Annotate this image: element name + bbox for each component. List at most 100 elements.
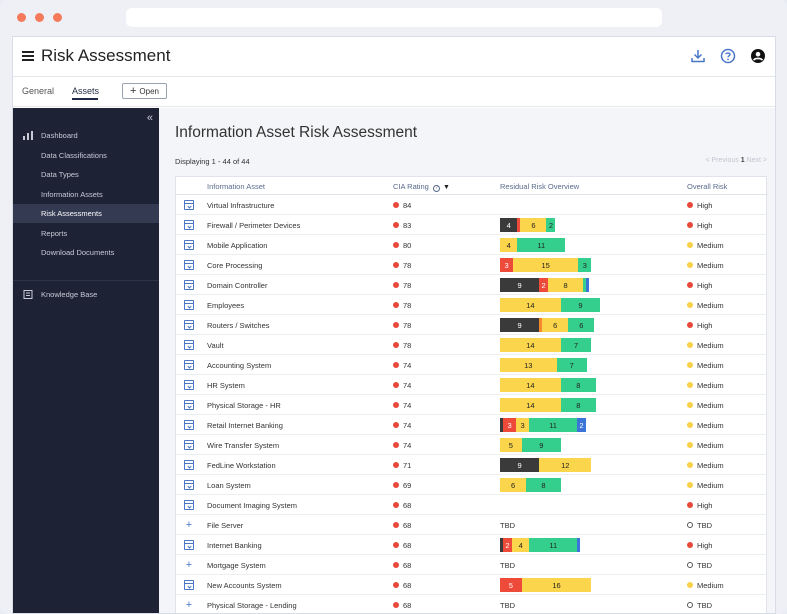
maximize-dot[interactable]	[53, 13, 62, 22]
column-residual-risk-overview[interactable]: Residual Risk Overview	[500, 182, 580, 191]
table-row[interactable]: + File Server 68 TBD TBD	[176, 515, 768, 535]
table-row[interactable]: Loan System 69 6 8 Medium	[176, 475, 768, 495]
asset-name[interactable]: HR System	[207, 381, 245, 390]
sidebar-item-data-classifications[interactable]: Data Classifications	[41, 151, 107, 160]
asset-name[interactable]: New Accounts System	[207, 581, 282, 590]
table-row[interactable]: Vault 78 14 7 Medium	[176, 335, 768, 355]
add-assessment-icon[interactable]: +	[185, 599, 193, 611]
sidebar-item-data-types[interactable]: Data Types	[41, 170, 79, 179]
asset-name[interactable]: Vault	[207, 341, 224, 350]
asset-name[interactable]: Firewall / Perimeter Devices	[207, 221, 301, 230]
assessment-icon[interactable]	[184, 540, 194, 550]
minimize-dot[interactable]	[35, 13, 44, 22]
address-bar[interactable]	[126, 8, 662, 27]
next-link[interactable]: Next >	[746, 157, 767, 164]
table-row[interactable]: Virtual Infrastructure 84 High	[176, 195, 768, 215]
table-row[interactable]: HR System 74 14 8 Medium	[176, 375, 768, 395]
assessment-icon[interactable]	[184, 240, 194, 250]
tab-assets[interactable]: Assets	[72, 86, 100, 96]
overall-risk-value: Medium	[697, 341, 724, 350]
assessment-icon[interactable]	[184, 400, 194, 410]
assessment-icon[interactable]	[184, 280, 194, 290]
assessment-icon[interactable]	[184, 220, 194, 230]
table-row[interactable]: New Accounts System 68 5 16 Medium	[176, 575, 768, 595]
asset-name[interactable]: Virtual Infrastructure	[207, 201, 275, 210]
account-icon[interactable]	[749, 47, 767, 65]
table-row[interactable]: + Physical Storage - Lending 68 TBD TBD	[176, 595, 768, 613]
assessment-icon[interactable]	[184, 460, 194, 470]
asset-name[interactable]: Document Imaging System	[207, 501, 298, 510]
assessment-icon[interactable]	[184, 340, 194, 350]
asset-name[interactable]: FedLine Workstation	[207, 461, 276, 470]
asset-name[interactable]: Physical Storage - HR	[207, 401, 281, 410]
asset-name[interactable]: Core Processing	[207, 261, 263, 270]
asset-name[interactable]: Routers / Switches	[207, 321, 270, 330]
add-assessment-icon[interactable]: +	[185, 519, 193, 531]
assessment-icon[interactable]	[184, 200, 194, 210]
add-assessment-icon[interactable]: +	[185, 559, 193, 571]
risk-segment-dark	[500, 538, 503, 552]
double-chevron-left-icon[interactable]: «	[146, 112, 153, 124]
asset-name[interactable]: Wire Transfer System	[207, 441, 280, 450]
sidebar-item-dashboard[interactable]: Dashboard	[13, 126, 159, 145]
asset-name[interactable]: Domain Controller	[207, 281, 268, 290]
assessment-icon[interactable]	[184, 380, 194, 390]
table-row[interactable]: FedLine Workstation 71 9 12 Medium	[176, 455, 768, 475]
column-information-asset[interactable]: Information Asset	[207, 182, 265, 191]
asset-name[interactable]: Mobile Application	[207, 241, 268, 250]
tab-general[interactable]: General	[22, 86, 55, 96]
assessment-icon[interactable]	[184, 320, 194, 330]
open-button[interactable]: + Open	[122, 83, 167, 99]
assessment-icon[interactable]	[184, 300, 194, 310]
asset-name[interactable]: Mortgage System	[207, 561, 266, 570]
table-row[interactable]: Retail Internet Banking 74 3 3 11 2 Medium	[176, 415, 768, 435]
sidebar-item-risk-assessments[interactable]: Risk Assessments	[13, 204, 159, 223]
sidebar-item-knowledge-base[interactable]: Knowledge Base	[13, 285, 159, 304]
assessment-icon[interactable]	[184, 500, 194, 510]
asset-name[interactable]: File Server	[207, 521, 244, 530]
close-dot[interactable]	[17, 13, 26, 22]
assessment-icon[interactable]	[184, 260, 194, 270]
table-row[interactable]: Physical Storage - HR 74 14 8 Medium	[176, 395, 768, 415]
assessment-icon[interactable]	[184, 360, 194, 370]
assessment-icon[interactable]	[184, 420, 194, 430]
table-row[interactable]: Wire Transfer System 74 5 9 Medium	[176, 435, 768, 455]
table-row[interactable]: Internet Banking 68 2 4 11 High	[176, 535, 768, 555]
table-row[interactable]: Core Processing 78 3 15 3 Medium	[176, 255, 768, 275]
overall-risk-value: TBD	[697, 521, 712, 530]
table-row[interactable]: Routers / Switches 78 9 6 6 High	[176, 315, 768, 335]
table-row[interactable]: Accounting System 74 13 7 Medium	[176, 355, 768, 375]
table-row[interactable]: Mobile Application 80 4 11 Medium	[176, 235, 768, 255]
menu-icon[interactable]	[22, 51, 34, 61]
cia-rating-value: 68	[403, 561, 412, 570]
table-row[interactable]: Document Imaging System 68 High	[176, 495, 768, 515]
asset-name[interactable]: Loan System	[207, 481, 251, 490]
asset-name[interactable]: Internet Banking	[207, 541, 262, 550]
risk-segment-yellow: 16	[521, 578, 592, 592]
sidebar-item-reports[interactable]: Reports	[41, 229, 68, 238]
asset-name[interactable]: Physical Storage - Lending	[207, 601, 297, 610]
asset-name[interactable]: Accounting System	[207, 361, 272, 370]
column-cia-rating[interactable]: CIA Rating ? ▼	[393, 182, 450, 192]
asset-name[interactable]: Employees	[207, 301, 245, 310]
table-row[interactable]: Domain Controller 78 9 2 8 High	[176, 275, 768, 295]
sidebar-item-information-assets[interactable]: Information Assets	[41, 190, 103, 199]
column-overall-risk[interactable]: Overall Risk	[687, 182, 728, 191]
download-icon[interactable]	[689, 47, 707, 65]
assessment-icon[interactable]	[184, 580, 194, 590]
previous-link[interactable]: < Previous	[705, 157, 739, 164]
risk-segment-blue	[577, 538, 581, 552]
cia-rating-value: 78	[403, 321, 412, 330]
asset-name[interactable]: Retail Internet Banking	[207, 421, 283, 430]
table-row[interactable]: Employees 78 14 9 Medium	[176, 295, 768, 315]
table-row[interactable]: + Mortgage System 68 TBD TBD	[176, 555, 768, 575]
sidebar-item-download-documents[interactable]: Download Documents	[41, 248, 115, 257]
table-row[interactable]: Firewall / Perimeter Devices 83 4 6 2 High	[176, 215, 768, 235]
assessment-icon[interactable]	[184, 480, 194, 490]
help-icon[interactable]	[719, 47, 737, 65]
assessment-icon[interactable]	[184, 440, 194, 450]
risk-segment-yellow: 6	[520, 218, 547, 232]
